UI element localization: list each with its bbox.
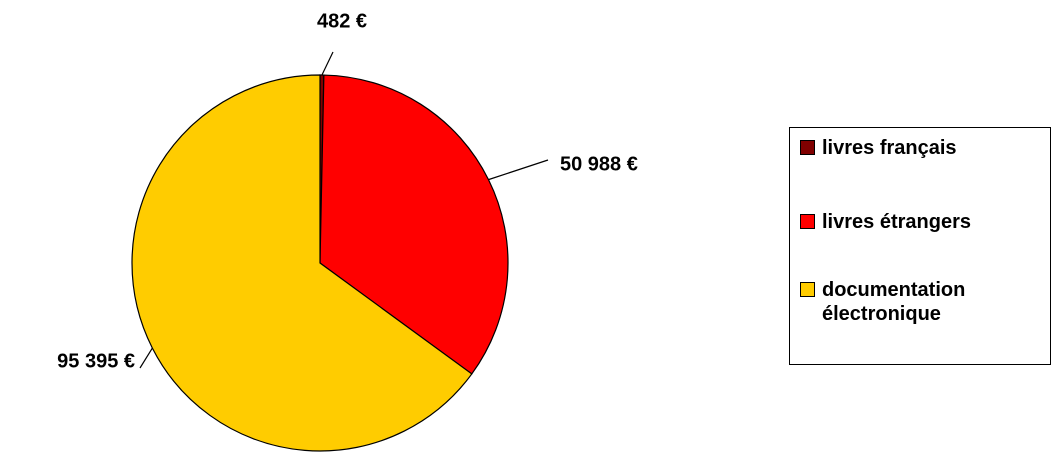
- data-label: 482 €: [317, 10, 367, 32]
- legend-entry: livres français: [800, 136, 1050, 160]
- legend-swatch: [800, 214, 815, 229]
- data-label: 95 395 €: [57, 350, 135, 372]
- leader-line: [139, 347, 153, 369]
- legend-entry: documentation électronique: [800, 278, 1050, 326]
- legend-swatch: [800, 140, 815, 155]
- legend: livres français livres étrangers documenta…: [789, 127, 1051, 365]
- leader-line: [488, 159, 549, 181]
- legend-swatch: [800, 282, 815, 297]
- legend-entry: livres étrangers: [800, 210, 1050, 234]
- legend-label: livres étrangers: [822, 211, 971, 233]
- leader-line: [321, 51, 334, 76]
- data-label: 50 988 €: [560, 153, 638, 175]
- pie-slice: [131, 74, 473, 452]
- legend-label: documentation électronique: [822, 279, 966, 325]
- legend-label: livres français: [822, 137, 957, 159]
